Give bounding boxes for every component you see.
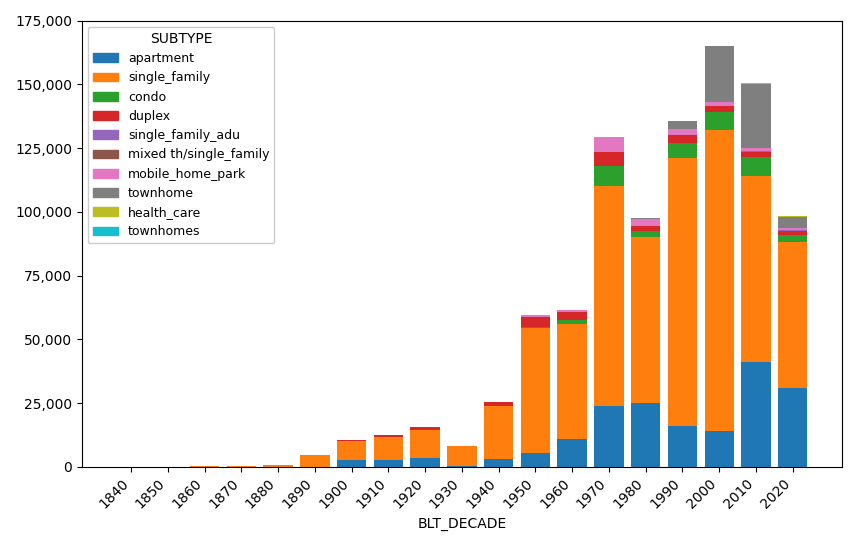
Bar [594, 152, 624, 166]
Bar [300, 455, 329, 466]
Bar [521, 317, 550, 327]
Bar [741, 151, 770, 152]
Bar [631, 238, 661, 403]
Legend: apartment, single_family, condo, duplex, single_family_adu, mixed th/single_fami: apartment, single_family, condo, duplex,… [88, 27, 274, 244]
Bar [557, 320, 587, 324]
Bar [521, 327, 550, 328]
Bar [337, 460, 366, 467]
Bar [741, 84, 770, 148]
Bar [594, 136, 624, 152]
Bar [557, 324, 587, 439]
Bar [521, 328, 550, 453]
Bar [704, 130, 734, 431]
Bar [337, 440, 366, 441]
Bar [263, 465, 293, 467]
Bar [741, 148, 770, 151]
Bar [521, 453, 550, 467]
Bar [337, 441, 366, 460]
Bar [778, 388, 807, 467]
Bar [557, 312, 587, 320]
Bar [594, 166, 624, 186]
Bar [741, 157, 770, 176]
Bar [594, 406, 624, 467]
Bar [594, 186, 624, 406]
Bar [484, 406, 513, 459]
Bar [741, 83, 770, 84]
Bar [668, 135, 697, 143]
Bar [668, 121, 697, 129]
Bar [557, 310, 587, 312]
Bar [447, 466, 476, 467]
Bar [778, 217, 807, 228]
Bar [374, 460, 403, 467]
Bar [741, 362, 770, 467]
Bar [704, 112, 734, 130]
Bar [411, 430, 440, 458]
Bar [484, 402, 513, 406]
Bar [668, 426, 697, 467]
Bar [778, 228, 807, 230]
Bar [704, 431, 734, 467]
Bar [778, 235, 807, 242]
Bar [631, 219, 661, 226]
Bar [778, 231, 807, 235]
Bar [668, 129, 697, 135]
X-axis label: BLT_DECADE: BLT_DECADE [417, 517, 506, 531]
Bar [631, 226, 661, 231]
Bar [631, 231, 661, 238]
Bar [704, 106, 734, 112]
Bar [741, 176, 770, 362]
Bar [631, 403, 661, 467]
Bar [741, 152, 770, 157]
Bar [447, 447, 476, 466]
Bar [668, 143, 697, 158]
Bar [521, 315, 550, 317]
Bar [778, 242, 807, 388]
Bar [631, 218, 661, 219]
Bar [411, 427, 440, 430]
Bar [411, 458, 440, 467]
Bar [704, 102, 734, 106]
Bar [447, 446, 476, 447]
Bar [374, 435, 403, 437]
Bar [704, 46, 734, 102]
Bar [668, 158, 697, 426]
Bar [778, 230, 807, 231]
Bar [557, 439, 587, 467]
Bar [374, 437, 403, 460]
Bar [484, 459, 513, 467]
